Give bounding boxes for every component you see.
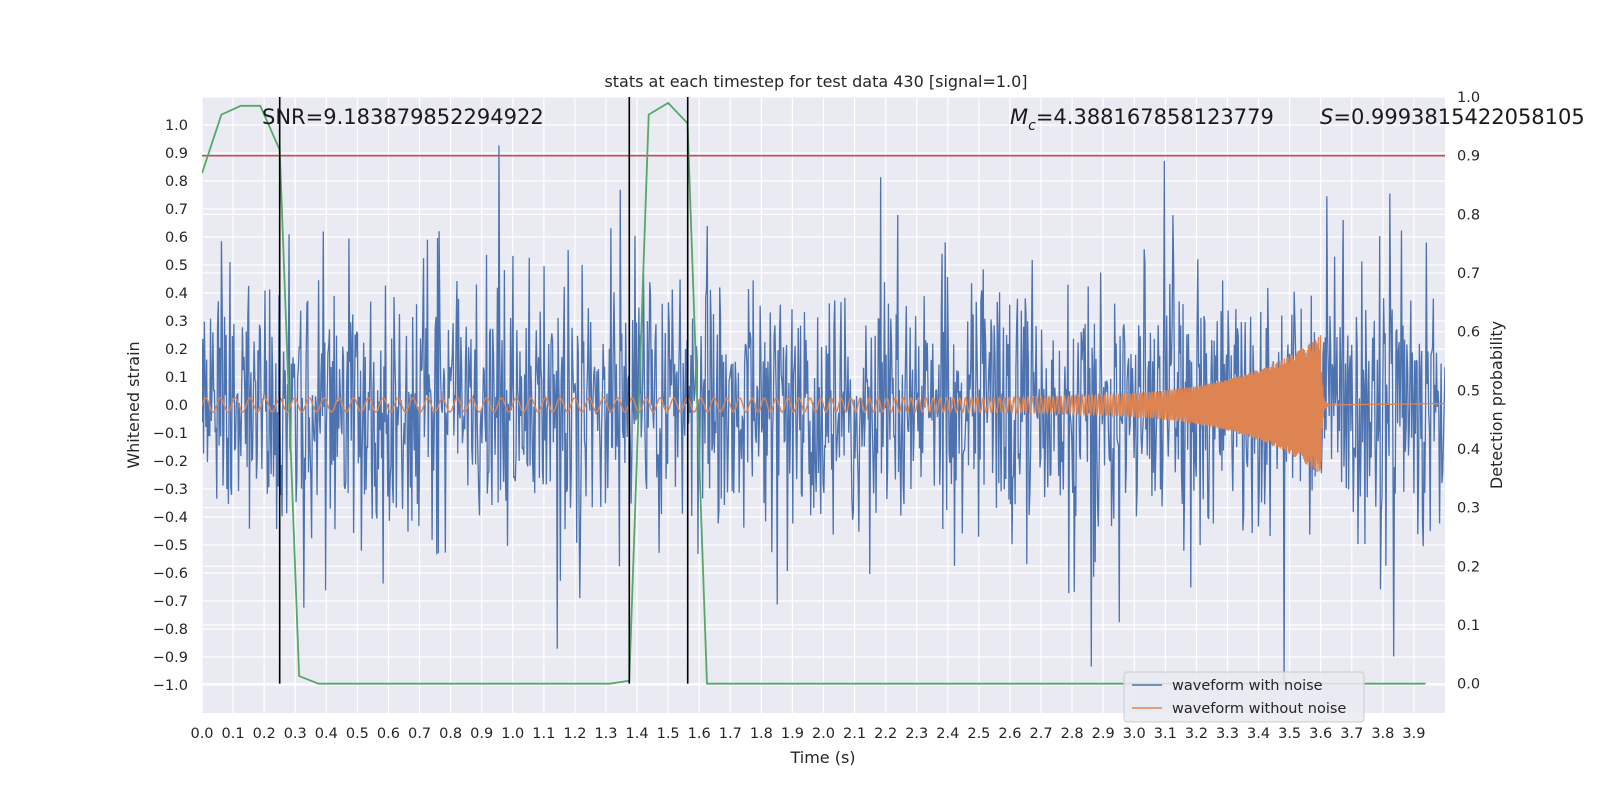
y2-tick-label: 0.0	[1457, 677, 1480, 693]
x-tick-label: 2.2	[874, 726, 897, 742]
y2-tick-label: 0.9	[1457, 149, 1480, 165]
y2-tick-label: 0.3	[1457, 501, 1480, 517]
x-axis-label: Time (s)	[789, 748, 855, 767]
y2-tick-label: 0.8	[1457, 207, 1480, 223]
x-tick-label: 0.1	[222, 726, 245, 742]
x-tick-label: 3.7	[1340, 726, 1363, 742]
score-symbol: S	[1320, 105, 1333, 129]
y-tick-label: 0.4	[165, 286, 188, 302]
y-tick-label: 0.3	[165, 314, 188, 330]
x-tick-label: 1.8	[750, 726, 773, 742]
x-axis-ticks: 0.0 0.1 0.2 0.3 0.4 0.5 0.6 0.7 0.8 0.9 1.0 1.1 1.2 1…	[190, 726, 1425, 742]
x-tick-label: 1.7	[719, 726, 742, 742]
clean-waveform-line	[202, 335, 1445, 473]
x-tick-label: 1.9	[781, 726, 804, 742]
y2-axis-ticks: 1.0 0.9 0.8 0.7 0.6 0.5 0.4 0.3 0.2 0.1 0.0	[1457, 90, 1480, 693]
y-tick-label: −0.4	[153, 510, 188, 526]
x-tick-label: 3.8	[1371, 726, 1394, 742]
y-tick-label: −0.8	[153, 622, 188, 638]
y-tick-label: −0.3	[153, 482, 188, 498]
legend-label-noisy: waveform with noise	[1172, 678, 1323, 694]
y-tick-label: 0.1	[165, 370, 188, 386]
clean-waveform-layer	[202, 335, 1445, 473]
y-tick-label: 0.9	[165, 146, 188, 162]
x-tick-label: 1.2	[563, 726, 586, 742]
chart-title: stats at each timestep for test data 430…	[604, 72, 1027, 91]
y2-tick-label: 0.4	[1457, 442, 1480, 458]
y2-tick-label: 0.5	[1457, 383, 1480, 399]
x-tick-label: 2.1	[843, 726, 866, 742]
y2-tick-label: 0.7	[1457, 266, 1480, 282]
x-tick-label: 0.5	[346, 726, 369, 742]
x-tick-label: 1.4	[626, 726, 649, 742]
y-tick-label: 0.0	[165, 398, 188, 414]
x-tick-label: 3.4	[1247, 726, 1270, 742]
y-tick-label: 0.8	[165, 174, 188, 190]
x-tick-label: 3.9	[1402, 726, 1425, 742]
y2-tick-label: 1.0	[1457, 90, 1480, 106]
chirp-mass-symbol: M	[1010, 105, 1028, 129]
y-tick-label: −0.5	[153, 538, 188, 554]
x-tick-label: 0.7	[408, 726, 431, 742]
legend: waveform with noise waveform without noi…	[1123, 671, 1365, 723]
x-tick-label: 0.3	[284, 726, 307, 742]
noisy-waveform-line	[202, 145, 1445, 686]
x-tick-label: 3.2	[1185, 726, 1208, 742]
y2-tick-label: 0.1	[1457, 618, 1480, 634]
x-tick-label: 1.3	[594, 726, 617, 742]
y-tick-label: −0.2	[153, 454, 188, 470]
y-tick-label: −0.1	[153, 426, 188, 442]
x-tick-label: 1.0	[501, 726, 524, 742]
y2-tick-label: 0.6	[1457, 325, 1480, 341]
x-tick-label: 3.3	[1216, 726, 1239, 742]
x-tick-label: 0.8	[439, 726, 462, 742]
y-tick-label: −1.0	[153, 678, 188, 694]
x-tick-label: 3.0	[1123, 726, 1146, 742]
x-tick-label: 3.6	[1309, 726, 1332, 742]
x-tick-label: 1.6	[688, 726, 711, 742]
x-tick-label: 2.8	[1061, 726, 1084, 742]
x-tick-label: 2.5	[967, 726, 990, 742]
x-tick-label: 2.9	[1092, 726, 1115, 742]
x-tick-label: 2.7	[1029, 726, 1052, 742]
y-tick-label: 0.5	[165, 258, 188, 274]
snr-annotation: SNR=9.183879852294922	[262, 105, 544, 129]
x-tick-label: 3.1	[1154, 726, 1177, 742]
score-annotation: S=0.9993815422058105	[1320, 105, 1585, 129]
x-tick-label: 0.6	[377, 726, 400, 742]
y-tick-label: 0.6	[165, 230, 188, 246]
x-tick-label: 1.5	[657, 726, 680, 742]
x-tick-label: 0.9	[470, 726, 493, 742]
x-tick-label: 1.1	[532, 726, 555, 742]
x-tick-label: 2.3	[905, 726, 928, 742]
x-tick-label: 0.4	[315, 726, 338, 742]
x-tick-label: 2.0	[812, 726, 835, 742]
x-tick-label: 0.0	[190, 726, 213, 742]
chirp-mass-subscript: c	[1028, 118, 1036, 134]
legend-box	[1123, 671, 1365, 723]
y-tick-label: 1.0	[165, 118, 188, 134]
y-tick-label: 0.2	[165, 342, 188, 358]
noisy-waveform-layer	[202, 145, 1445, 686]
score-value: =0.9993815422058105	[1333, 105, 1584, 129]
chirp-mass-value: =4.388167858123779	[1036, 105, 1274, 129]
y-tick-label: 0.7	[165, 202, 188, 218]
chirp-mass-annotation: Mc=4.388167858123779	[1010, 105, 1274, 134]
y2-axis-label: Detection probability	[1487, 321, 1506, 489]
y-axis-ticks: 1.0 0.9 0.8 0.7 0.6 0.5 0.4 0.3 0.2 0.1 0.0 −0.1 −0.…	[153, 118, 188, 694]
x-tick-label: 2.4	[936, 726, 959, 742]
x-tick-label: 3.5	[1278, 726, 1301, 742]
y-tick-label: −0.9	[153, 650, 188, 666]
vertical-lines-layer	[278, 97, 689, 684]
y-axis-label: Whitened strain	[124, 341, 143, 468]
y2-tick-label: 0.2	[1457, 559, 1480, 575]
legend-label-clean: waveform without noise	[1172, 701, 1346, 717]
y-tick-label: −0.7	[153, 594, 188, 610]
x-tick-label: 0.2	[253, 726, 276, 742]
y-tick-label: −0.6	[153, 566, 188, 582]
x-tick-label: 2.6	[998, 726, 1021, 742]
